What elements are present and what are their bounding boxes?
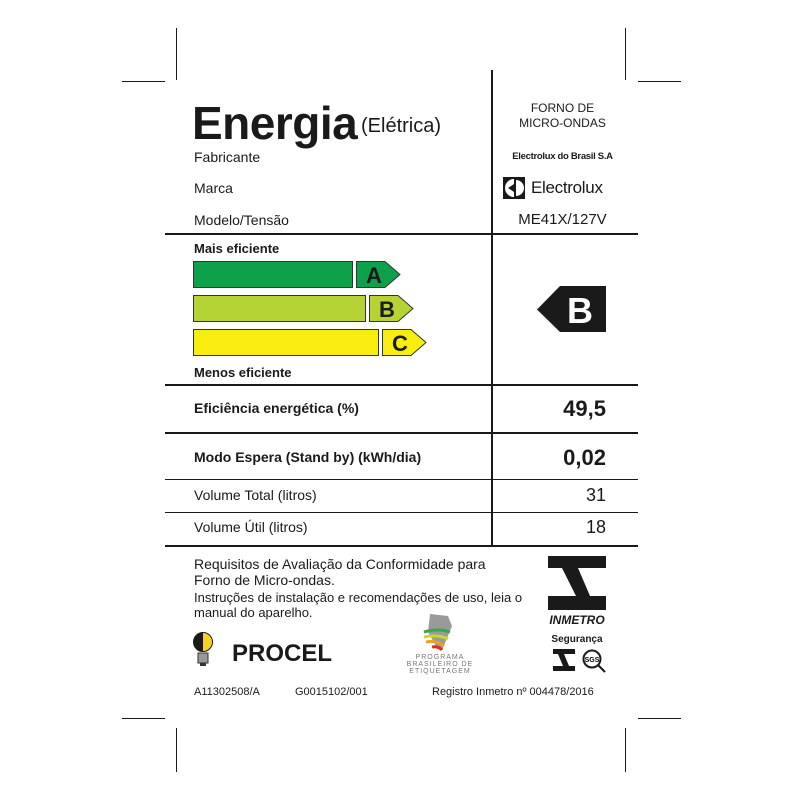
spec-label: Eficiência energética (%) bbox=[194, 400, 359, 416]
inmetro-label: INMETRO bbox=[549, 613, 605, 627]
procel-logo-text: PROCEL bbox=[232, 640, 333, 667]
divider bbox=[165, 545, 638, 547]
crop-mark bbox=[176, 28, 177, 80]
product-type: FORNO DE MICRO-ONDAS bbox=[500, 101, 625, 131]
spec-value: 31 bbox=[585, 485, 606, 505]
crop-mark bbox=[638, 81, 681, 82]
electrolux-logo-icon bbox=[503, 177, 525, 199]
divider bbox=[491, 70, 493, 546]
spec-value: 18 bbox=[585, 517, 606, 537]
scale-letter: A bbox=[366, 263, 382, 288]
crop-mark bbox=[625, 28, 626, 80]
sgs-text: SGS bbox=[585, 657, 600, 664]
crop-mark bbox=[638, 718, 681, 719]
divider bbox=[165, 384, 638, 386]
model-value: ME41X/127V bbox=[518, 211, 607, 228]
sgs-seal-icon: SGS bbox=[582, 649, 606, 673]
crop-mark bbox=[176, 728, 177, 772]
scale-arrow-b: B bbox=[369, 295, 414, 322]
page-title: Energia bbox=[192, 97, 358, 149]
scale-arrow-a: A bbox=[356, 261, 401, 288]
spec-value: 49,5 bbox=[563, 396, 606, 421]
brand-value: Electrolux bbox=[531, 178, 603, 197]
rating-indicator: B bbox=[537, 286, 606, 332]
scale-bar-b bbox=[193, 295, 366, 322]
rating-letter: B bbox=[567, 290, 593, 331]
code-label: A11302508/A bbox=[194, 686, 260, 698]
code-label: G0015102/001 bbox=[295, 686, 368, 698]
pbe-line: BRASILEIRO DE bbox=[406, 661, 474, 668]
crop-mark bbox=[122, 81, 165, 82]
manufacturer-value: Electrolux do Brasil S.A bbox=[512, 151, 613, 162]
requirements-line: Requisitos de Avaliação da Conformidade … bbox=[194, 556, 486, 572]
instructions-line: manual do aparelho. bbox=[194, 605, 313, 620]
requirements-line: Forno de Micro-ondas. bbox=[194, 572, 335, 588]
field-label: Modelo/Tensão bbox=[194, 212, 289, 228]
rating-arrow bbox=[537, 286, 606, 332]
scale-bar-a bbox=[193, 261, 353, 288]
brand-logo: Electrolux bbox=[503, 177, 603, 199]
field-label: Fabricante bbox=[194, 149, 261, 165]
scale-bottom-label: Menos eficiente bbox=[194, 365, 292, 380]
divider bbox=[165, 512, 638, 513]
scale-letter: C bbox=[392, 331, 408, 356]
registro-label: Registro Inmetro nº 004478/2016 bbox=[432, 686, 594, 698]
divider bbox=[165, 479, 638, 480]
procel-bulb-icon bbox=[193, 632, 213, 666]
scale-bar-c bbox=[193, 329, 379, 356]
spec-value: 0,02 bbox=[563, 445, 606, 470]
spec-label: Modo Espera (Stand by) (kWh/dia) bbox=[194, 449, 422, 465]
page-subtitle: (Elétrica) bbox=[361, 115, 442, 137]
crop-mark bbox=[625, 728, 626, 772]
scale-arrow-c: C bbox=[382, 329, 427, 356]
instructions-line: Instruções de instalação e recomendações… bbox=[194, 590, 523, 605]
divider bbox=[165, 432, 638, 434]
product-type-line: FORNO DE bbox=[530, 101, 595, 115]
scale-letter: B bbox=[379, 297, 395, 322]
seguranca-label: Segurança bbox=[551, 634, 603, 645]
pbe-line: ETIQUETAGEM bbox=[409, 668, 471, 675]
pbe-logo-text: PROGRAMA BRASILEIRO DE ETIQUETAGEM bbox=[405, 654, 475, 675]
spec-label: Volume Total (litros) bbox=[194, 487, 317, 503]
divider bbox=[165, 233, 638, 235]
requirements-text: Requisitos de Avaliação da Conformidade … bbox=[194, 556, 486, 588]
product-type-line: MICRO-ONDAS bbox=[519, 116, 606, 130]
pbe-logo-icon bbox=[423, 614, 452, 652]
inmetro-small-icon bbox=[553, 649, 575, 671]
crop-mark bbox=[122, 718, 165, 719]
inmetro-logo-icon bbox=[548, 556, 606, 610]
spec-label: Volume Útil (litros) bbox=[194, 519, 308, 535]
pbe-line: PROGRAMA bbox=[415, 654, 465, 661]
scale-top-label: Mais eficiente bbox=[194, 241, 280, 256]
field-label: Marca bbox=[194, 180, 233, 196]
instructions-text: Instruções de instalação e recomendações… bbox=[194, 590, 522, 620]
